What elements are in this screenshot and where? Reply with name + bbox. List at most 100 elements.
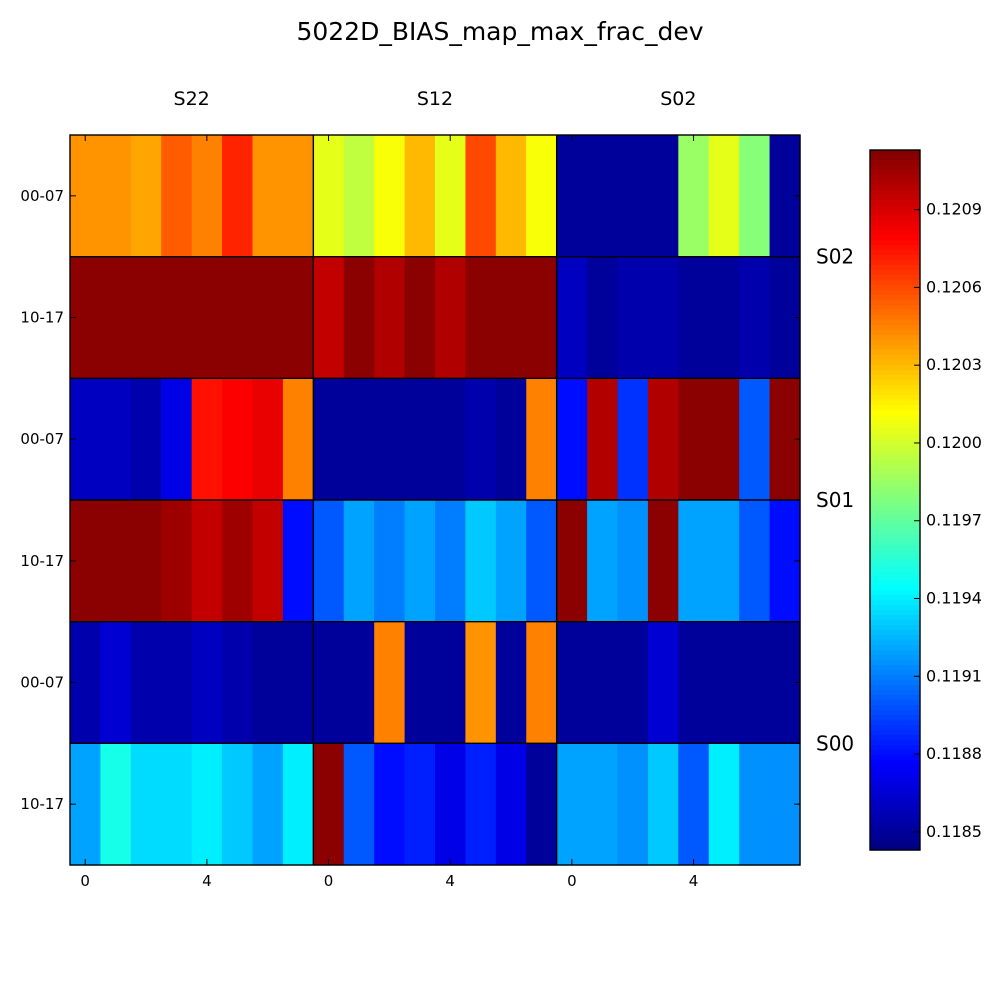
heatmap-cell (282, 256, 314, 379)
heatmap-cell (130, 621, 162, 744)
heatmap-cell (130, 256, 162, 379)
colorbar-segment (870, 800, 920, 806)
heatmap-cell (617, 743, 649, 866)
colorbar-segment (870, 510, 920, 516)
colorbar-segment (870, 590, 920, 596)
colorbar-segment (870, 815, 920, 821)
colorbar-segment (870, 830, 920, 836)
colorbar-segment (870, 810, 920, 816)
colorbar-segment (870, 220, 920, 226)
colorbar-segment (870, 715, 920, 721)
heatmap-cell (708, 621, 740, 744)
colorbar-segment (870, 285, 920, 291)
x-tick-label: 0 (324, 872, 334, 890)
colorbar-segment (870, 820, 920, 826)
colorbar-segment (870, 765, 920, 771)
heatmap-cell (495, 256, 527, 379)
colorbar-segment (870, 375, 920, 381)
colorbar-segment (870, 155, 920, 161)
colorbar-segment (870, 700, 920, 706)
colorbar-segment (870, 170, 920, 176)
heatmap-cell (526, 500, 558, 623)
colorbar-segment (870, 735, 920, 741)
colorbar-segment (870, 395, 920, 401)
colorbar-segment (870, 245, 920, 251)
colorbar-segment (870, 750, 920, 756)
colorbar-segment (870, 710, 920, 716)
heatmap-cell (343, 500, 375, 623)
colorbar-segment (870, 655, 920, 661)
colorbar-segment (870, 620, 920, 626)
colorbar-segment (870, 805, 920, 811)
colorbar-segment (870, 160, 920, 166)
y-tick-label: 00-07 (20, 187, 64, 205)
colorbar-segment (870, 540, 920, 546)
colorbar-segment (870, 150, 920, 156)
heatmap-cell (404, 135, 436, 258)
colorbar-segment (870, 665, 920, 671)
heatmap-cell (282, 500, 314, 623)
colorbar-tick-label: 0.1197 (926, 511, 982, 530)
heatmap-cell (435, 621, 467, 744)
colorbar-segment (870, 630, 920, 636)
heatmap-cell (739, 621, 771, 744)
colorbar-segment (870, 200, 920, 206)
colorbar-segment (870, 680, 920, 686)
colorbar-segment (870, 390, 920, 396)
heatmap-cell (161, 743, 193, 866)
colorbar-segment (870, 615, 920, 621)
colorbar-segment (870, 660, 920, 666)
heatmap-cell (313, 621, 345, 744)
colorbar-segment (870, 295, 920, 301)
colorbar-segment (870, 650, 920, 656)
colorbar-segment (870, 645, 920, 651)
colorbar-segment (870, 400, 920, 406)
heatmap-cell (374, 135, 406, 258)
heatmap-cell (404, 621, 436, 744)
heatmap-cell (647, 500, 679, 623)
y-tick-label: 10-17 (20, 309, 64, 327)
row-group-label: S00 (816, 731, 854, 755)
colorbar-segment (870, 495, 920, 501)
heatmap-cell (191, 621, 223, 744)
colorbar-segment (870, 580, 920, 586)
colorbar-segment (870, 515, 920, 521)
colorbar-segment (870, 275, 920, 281)
colorbar-segment (870, 555, 920, 561)
heatmap-cell (282, 621, 314, 744)
heatmap-cell (739, 256, 771, 379)
heatmap-cell (222, 500, 254, 623)
heatmap-cell (708, 743, 740, 866)
heatmap-cell (526, 378, 558, 501)
colorbar-tick-label: 0.1206 (926, 277, 982, 296)
heatmap-cell (161, 621, 193, 744)
x-tick-label: 4 (689, 872, 699, 890)
colorbar-segment (870, 450, 920, 456)
colorbar-segment (870, 475, 920, 481)
heatmap-cell (130, 378, 162, 501)
heatmap-cell (739, 378, 771, 501)
x-tick-label: 0 (80, 872, 90, 890)
heatmap-cell (313, 256, 345, 379)
heatmap-cell (343, 621, 375, 744)
colorbar-segment (870, 260, 920, 266)
heatmap-cell (556, 256, 588, 379)
heatmap-cell (191, 135, 223, 258)
heatmap-cell (435, 500, 467, 623)
heatmap-cell (495, 743, 527, 866)
colorbar-segment (870, 575, 920, 581)
heatmap-cell (374, 500, 406, 623)
heatmap-cell (313, 135, 345, 258)
heatmap-cell (374, 621, 406, 744)
colorbar-segment (870, 720, 920, 726)
colorbar-segment (870, 370, 920, 376)
colorbar-segment (870, 185, 920, 191)
colorbar-segment (870, 455, 920, 461)
colorbar-segment (870, 215, 920, 221)
colorbar-segment (870, 610, 920, 616)
heatmap-cell (495, 135, 527, 258)
heatmap-cell (313, 378, 345, 501)
heatmap-cell (708, 135, 740, 258)
colorbar-segment (870, 485, 920, 491)
heatmap-cell (495, 378, 527, 501)
